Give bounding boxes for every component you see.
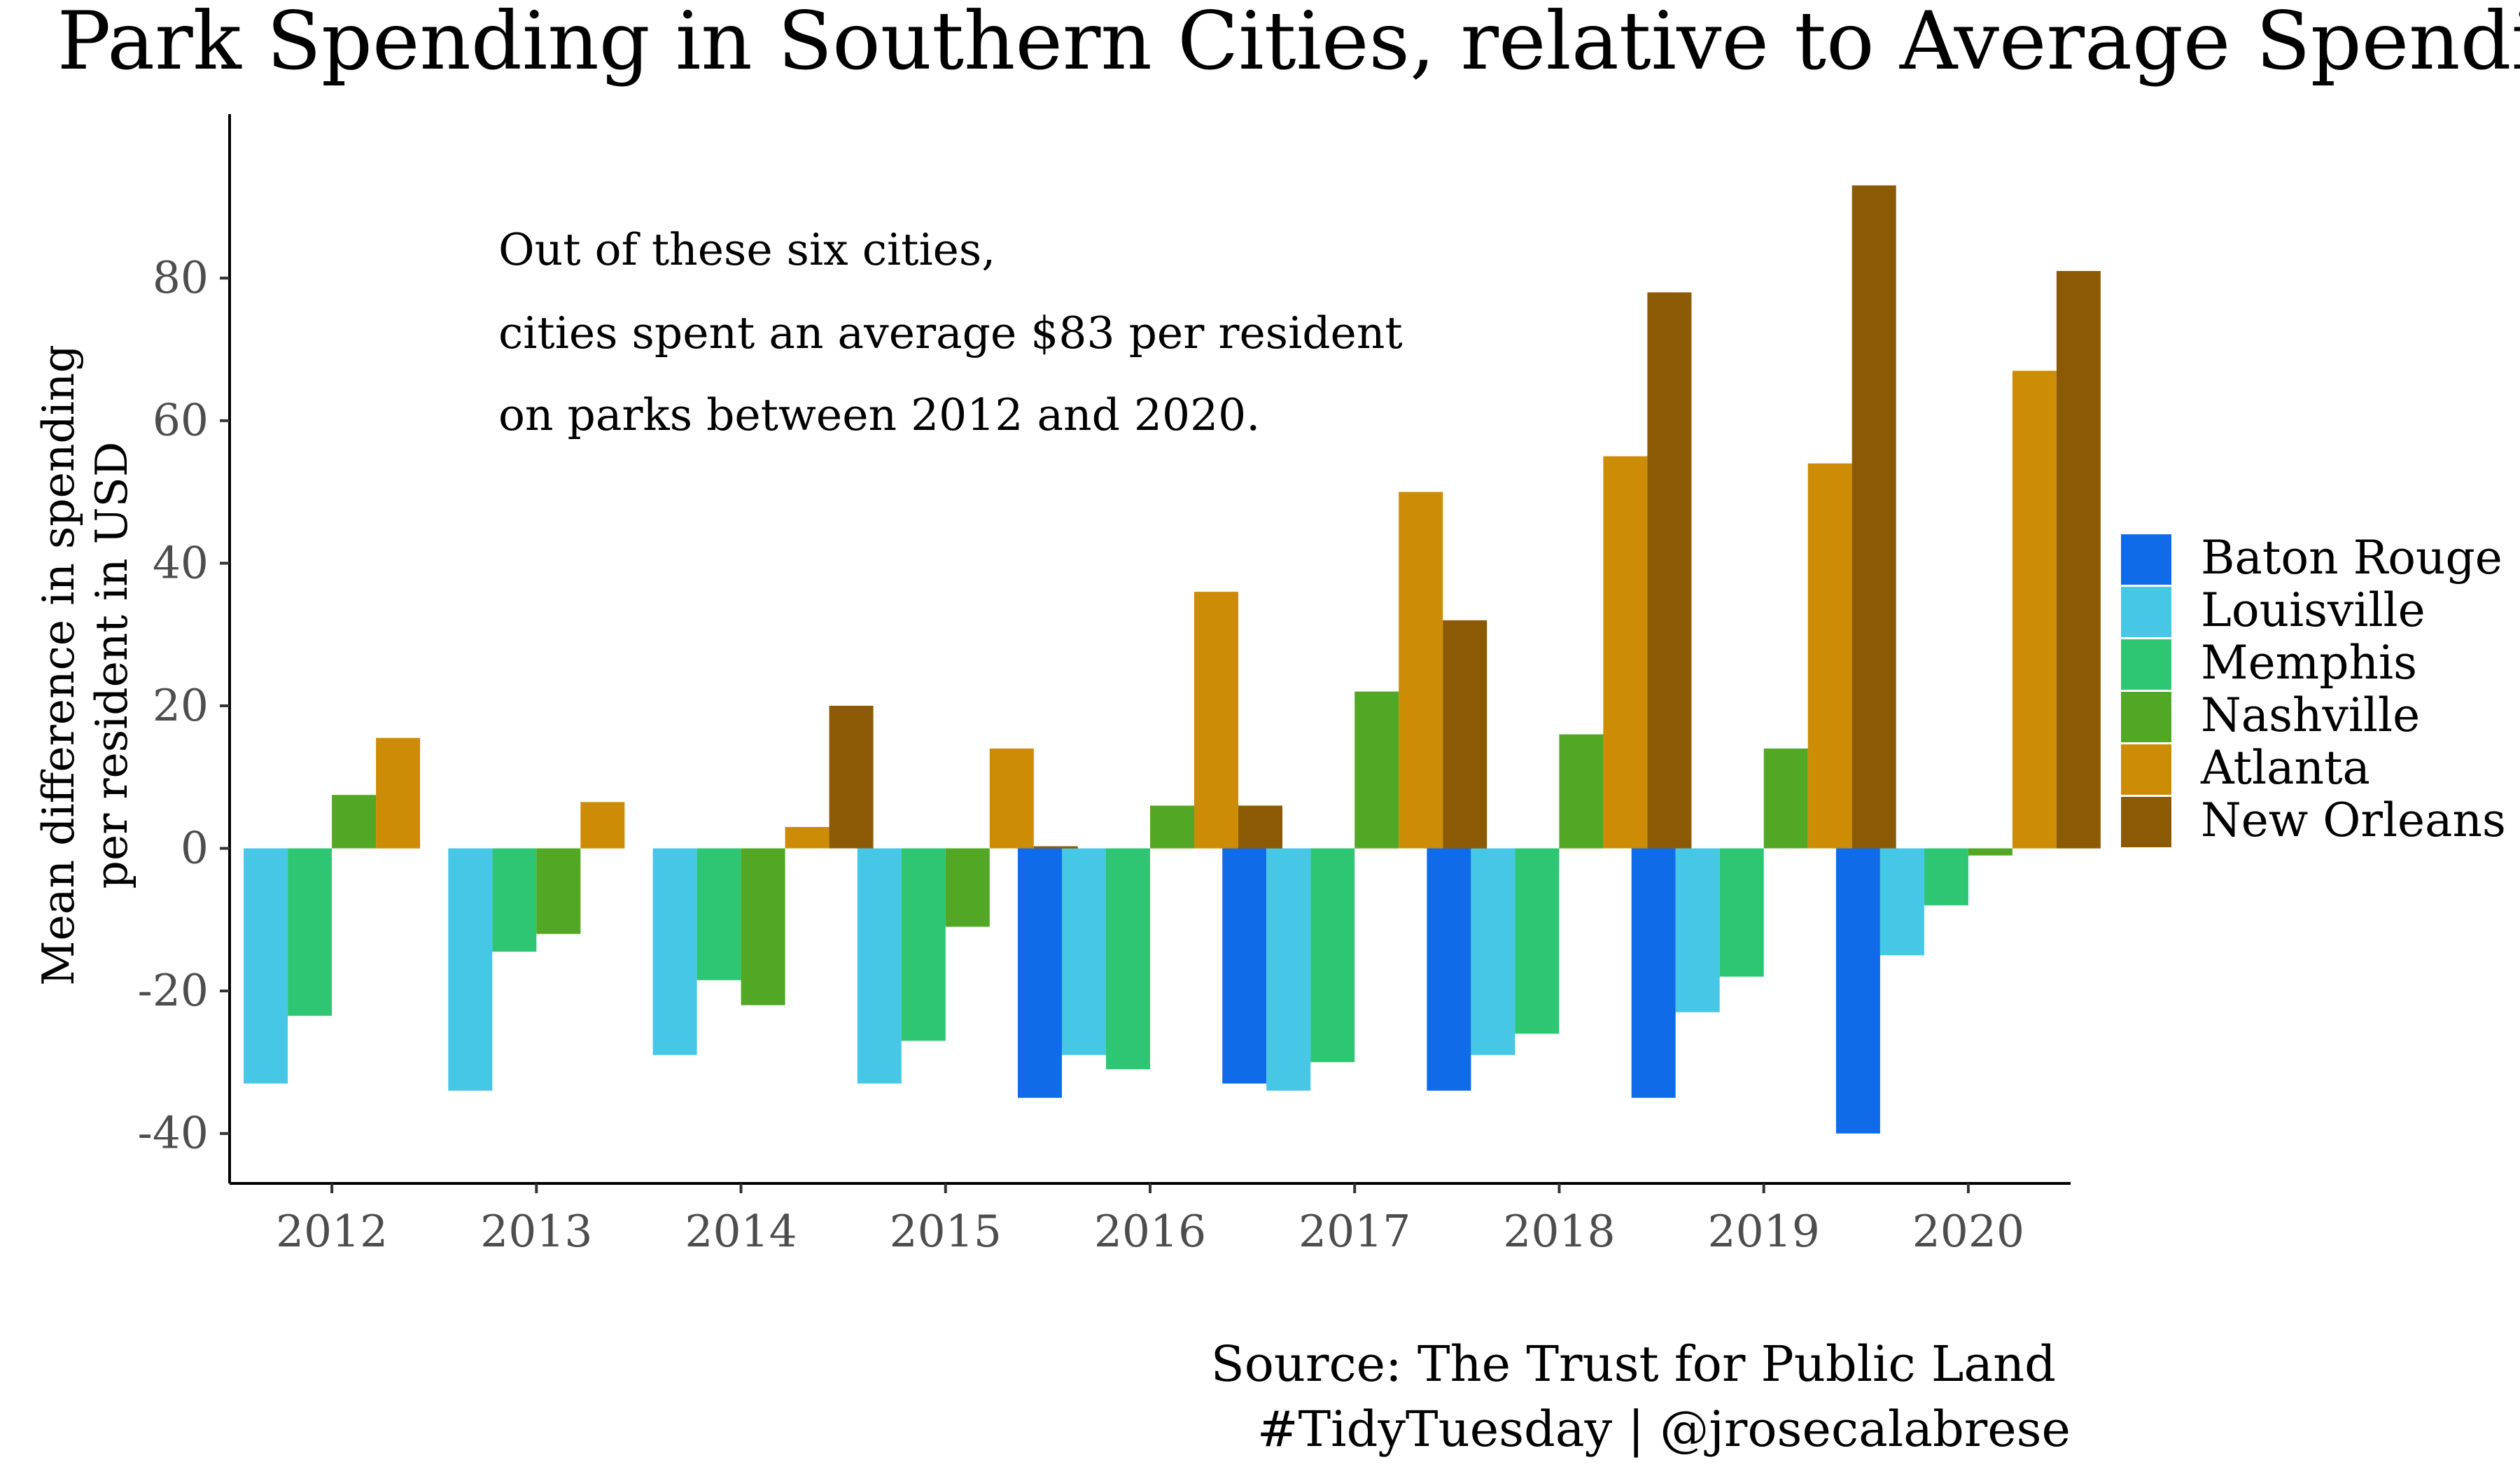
annotation-line-1: Out of these six cities,: [498, 224, 995, 275]
legend-swatch: [2121, 692, 2171, 742]
bar-new-orleans-2020: [2056, 271, 2101, 849]
legend-swatch: [2121, 587, 2171, 637]
bar-new-orleans-2017: [1443, 620, 1488, 849]
bar-new-orleans-2019: [1851, 185, 1896, 849]
y-tick-label: 60: [153, 395, 209, 446]
legend-swatch: [2121, 744, 2171, 795]
bar-memphis-2014: [696, 848, 741, 980]
y-tick-label: 40: [153, 537, 209, 588]
legend-swatch: [2121, 639, 2171, 690]
annotation-text: Out of these six cities, cities spent an…: [498, 224, 1403, 440]
chart-title: Park Spending in Southern Cities, relati…: [57, 0, 2520, 88]
legend-label: Atlanta: [2200, 741, 2370, 795]
annotation-line-2: cities spent an average $83 per resident: [498, 307, 1403, 359]
x-tick-label: 2015: [890, 1206, 1002, 1257]
bar-nashville-2020: [1968, 848, 2012, 856]
legend-swatch: [2121, 534, 2171, 585]
bar-louisville-2014: [652, 848, 697, 1055]
legend-label: New Orleans: [2201, 793, 2506, 847]
legend-label: Louisville: [2201, 583, 2426, 637]
bar-memphis-2012: [288, 848, 332, 1016]
x-tick-label: 2020: [1912, 1206, 2024, 1257]
y-tick-label: 20: [153, 680, 209, 731]
bar-nashville-2016: [1150, 805, 1194, 849]
bar-atlanta-2016: [1194, 592, 1238, 849]
bar-memphis-2020: [1924, 848, 1968, 905]
y-axis-title-line-2: per resident in USD: [86, 442, 137, 889]
bar-atlanta-2019: [1807, 463, 1852, 849]
caption-credit: #TidyTuesday | @jrosecalabrese: [1257, 1400, 2071, 1458]
bar-atlanta-2020: [2012, 370, 2057, 849]
bar-louisville-2020: [1879, 848, 1924, 956]
legend-label: Memphis: [2201, 636, 2417, 690]
axes: -40 -20 0 20 40 60 80 2012 2013 2014 2015 2016 2017 2…: [138, 114, 2071, 1257]
bar-louisville-2019: [1675, 848, 1720, 1013]
caption-source: Source: The Trust for Public Land: [1211, 1335, 2056, 1393]
bar-nashville-2015: [945, 848, 990, 927]
legend: Baton RougeLouisvilleMemphisNashvilleAtl…: [2121, 531, 2506, 847]
bar-nashville-2013: [536, 848, 581, 934]
legend-label: Nashville: [2201, 688, 2420, 742]
x-tick-label: 2019: [1707, 1206, 1819, 1257]
bar-nashville-2014: [741, 848, 785, 1006]
bar-baton-rouge-2020: [1835, 848, 1880, 1134]
bar-louisville-2017: [1266, 848, 1311, 1091]
annotation-line-3: on parks between 2012 and 2020.: [498, 389, 1260, 440]
x-tick-label: 2013: [480, 1206, 592, 1257]
bar-louisville-2018: [1471, 848, 1516, 1055]
bar-memphis-2018: [1515, 848, 1560, 1034]
bar-atlanta-2014: [785, 827, 830, 849]
bar-new-orleans-2015: [1033, 846, 1078, 849]
bar-atlanta-2012: [376, 737, 421, 849]
y-tick-label: -20: [138, 965, 209, 1016]
bar-baton-rouge-2017: [1222, 848, 1267, 1084]
bar-nashville-2018: [1559, 734, 1604, 849]
bar-atlanta-2017: [1399, 492, 1443, 849]
legend-label: Baton Rouge: [2201, 531, 2502, 585]
bar-baton-rouge-2019: [1631, 848, 1676, 1098]
x-tick-label: 2018: [1503, 1206, 1615, 1257]
bar-nashville-2019: [1763, 749, 1808, 849]
bar-nashville-2012: [332, 795, 377, 849]
caption: Source: The Trust for Public Land #TidyT…: [1211, 1335, 2071, 1458]
legend-swatch: [2121, 797, 2171, 847]
y-tick-label: 80: [153, 252, 209, 303]
bar-memphis-2019: [1719, 848, 1764, 977]
bar-louisville-2012: [244, 848, 288, 1084]
bar-new-orleans-2016: [1238, 805, 1282, 849]
bar-atlanta-2015: [989, 749, 1034, 849]
y-tick-label: -40: [138, 1108, 209, 1159]
x-tick-label: 2016: [1094, 1206, 1206, 1257]
bar-new-orleans-2018: [1647, 292, 1692, 849]
plot-area: [244, 185, 2101, 1134]
bar-louisville-2016: [1062, 848, 1106, 1055]
x-tick-label: 2017: [1298, 1206, 1410, 1257]
y-axis-title-line-1: Mean difference in spending: [33, 345, 84, 986]
bar-memphis-2017: [1310, 848, 1355, 1062]
bar-atlanta-2018: [1603, 456, 1648, 849]
bar-memphis-2015: [901, 848, 946, 1041]
bar-louisville-2015: [857, 848, 902, 1084]
x-tick-label: 2014: [685, 1206, 797, 1257]
bar-memphis-2016: [1106, 848, 1150, 1070]
y-tick-label: 0: [181, 823, 209, 874]
bar-memphis-2013: [492, 848, 537, 952]
x-tick-label: 2012: [276, 1206, 388, 1257]
bar-louisville-2013: [448, 848, 493, 1091]
y-axis-title: Mean difference in spending per resident…: [33, 345, 137, 986]
bar-baton-rouge-2018: [1427, 848, 1471, 1091]
bar-new-orleans-2014: [829, 705, 874, 849]
bar-atlanta-2013: [580, 802, 625, 849]
bar-baton-rouge-2016: [1018, 848, 1062, 1098]
bar-nashville-2017: [1354, 691, 1399, 849]
